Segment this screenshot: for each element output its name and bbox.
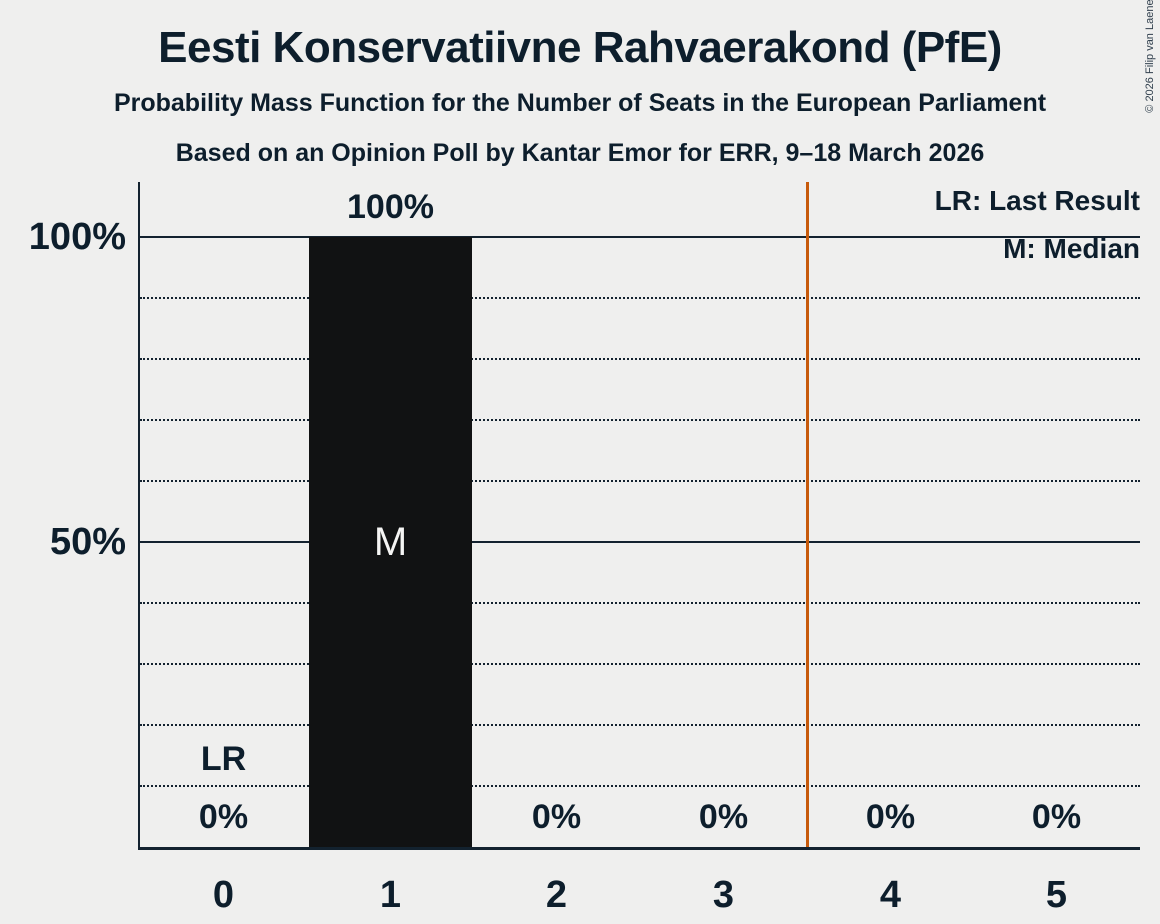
y-axis [138, 182, 140, 849]
bar-value-label-2: 0% [531, 798, 582, 836]
gridline-80pct [140, 358, 1140, 360]
bar-value-label-4: 0% [865, 798, 916, 836]
x-axis-label-0: 0 [212, 874, 235, 916]
legend-item-median: M: Median [1003, 233, 1140, 264]
x-axis-label-4: 4 [879, 874, 902, 916]
gridline-70pct [140, 419, 1140, 421]
bar-seats-1 [309, 237, 472, 847]
gridline-60pct [140, 480, 1140, 482]
gridline-50pct [140, 541, 1140, 543]
y-axis-label-100pct: 100% [28, 216, 126, 258]
legend-item-last-result: LR: Last Result [934, 185, 1140, 216]
gridline-10pct [140, 785, 1140, 787]
x-axis-label-2: 2 [545, 874, 568, 916]
bar-value-label-5: 0% [1031, 798, 1082, 836]
y-axis-label-50pct: 50% [49, 521, 126, 563]
chart-title: Eesti Konservatiivne Rahvaerakond (PfE) [158, 23, 1002, 72]
bar-value-label-3: 0% [698, 798, 749, 836]
x-axis-label-3: 3 [712, 874, 735, 916]
gridline-20pct [140, 724, 1140, 726]
gridline-90pct [140, 297, 1140, 299]
threshold-line [806, 182, 809, 847]
gridline-30pct [140, 663, 1140, 665]
chart-source-line: Based on an Opinion Poll by Kantar Emor … [175, 139, 985, 167]
bar-value-label-1: 100% [347, 188, 434, 226]
bar-value-label-0: 0% [198, 798, 249, 836]
x-axis-label-1: 1 [379, 874, 402, 916]
median-marker: M [373, 520, 408, 564]
x-axis [138, 847, 1140, 850]
chart-legend: LR: Last Result M: Median [935, 177, 1140, 273]
gridline-40pct [140, 602, 1140, 604]
last-result-marker: LR [200, 740, 247, 778]
chart-subtitle: Probability Mass Function for the Number… [113, 89, 1047, 117]
gridline-100pct [140, 236, 1140, 238]
x-axis-label-5: 5 [1045, 874, 1068, 916]
